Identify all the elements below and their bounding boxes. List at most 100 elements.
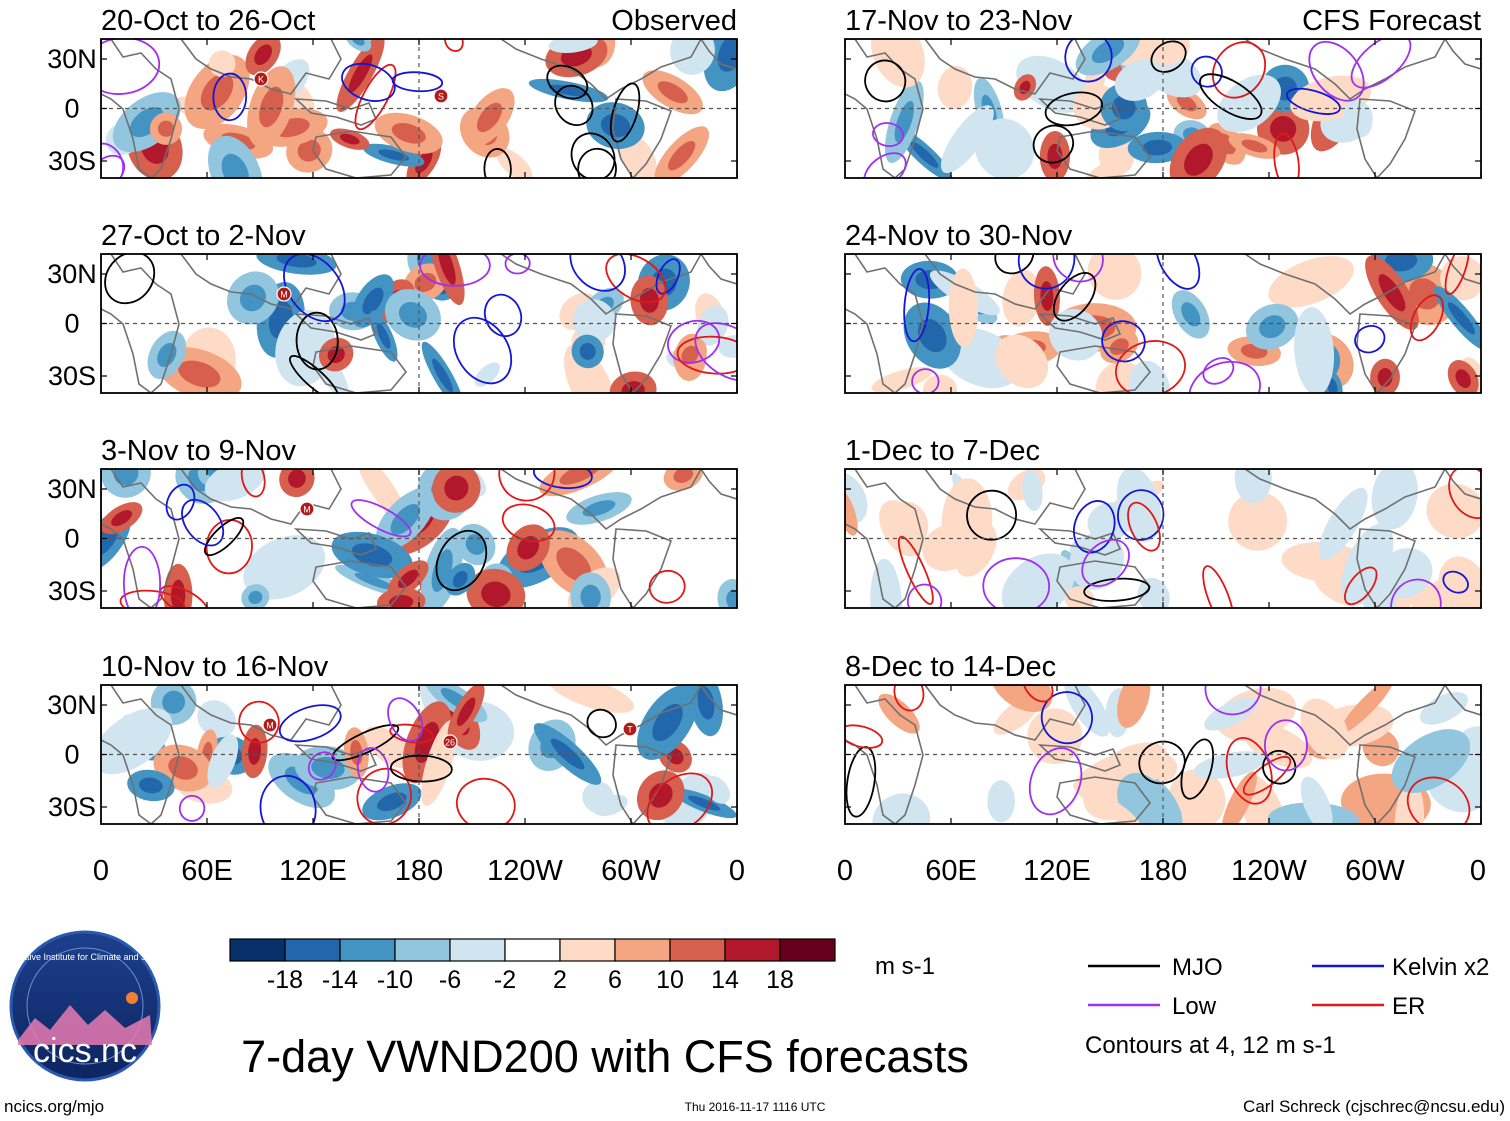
colorbar-swatch	[614, 938, 671, 962]
storm-label: M	[266, 721, 274, 731]
logo-text: cics.nc	[33, 1032, 137, 1070]
colorbar-swatch	[339, 938, 396, 962]
lon-label: 120E	[1023, 855, 1091, 887]
lon-label: 60E	[181, 855, 233, 887]
colorbar-swatch	[284, 938, 341, 962]
panel-title: 1-Dec to 7-Dec	[845, 435, 1040, 467]
column-heading: CFS Forecast	[1302, 5, 1481, 37]
panel-title: 24-Nov to 30-Nov	[845, 220, 1073, 252]
lon-label: 0	[1470, 855, 1486, 887]
lon-axis-left: 0 60E 120E 180 120W 60W 0	[93, 855, 745, 887]
panel-title: 3-Nov to 9-Nov	[101, 435, 297, 467]
panel-title: 27-Oct to 2-Nov	[101, 220, 306, 252]
colorbar-swatch	[779, 938, 836, 962]
colorbar-label: -14	[322, 966, 358, 994]
lat-label: 30N	[47, 259, 97, 289]
storm-marker-icon	[433, 88, 449, 104]
lat-label: 30N	[47, 690, 97, 720]
storm-label: M	[280, 290, 288, 300]
colorbar-swatch	[724, 938, 781, 962]
lon-label: 120W	[487, 855, 563, 887]
lat-label: 0	[64, 309, 79, 339]
logo-ring-text: Cooperative Institute for Climate and Sa…	[0, 952, 178, 962]
logo-mountains	[18, 1005, 152, 1045]
lat-label: 0	[64, 524, 79, 554]
lat-label: 0	[64, 94, 79, 124]
lon-label: 180	[395, 855, 443, 887]
storm-label: T	[627, 725, 633, 735]
legend-label-er: ER	[1392, 993, 1425, 1020]
contour-legend: MJO Kelvin x2 Low ER Contours at 4, 12 m…	[1085, 954, 1489, 1059]
colorbar-label: -18	[267, 966, 303, 994]
lon-label: 180	[1139, 855, 1187, 887]
legend-label-mjo: MJO	[1172, 954, 1223, 981]
logo-inner-ring	[26, 947, 144, 1065]
map-panel: 24-Nov to 30-Nov	[844, 220, 1482, 394]
lat-label: 30S	[48, 792, 96, 822]
colorbar-label: 14	[711, 966, 739, 994]
figure-title: 7-day VWND200 with CFS forecasts	[241, 1031, 969, 1082]
lon-label: 0	[93, 855, 109, 887]
legend-label-kelvin: Kelvin x2	[1392, 954, 1489, 981]
lat-label: 30N	[47, 474, 97, 504]
colorbar-swatch	[559, 938, 616, 962]
colorbar-swatch	[394, 938, 451, 962]
map-panels: K S 20-Oct to 26-Oct Observed 30N 0 30S M 27-Oct…	[47, 5, 1482, 825]
storm-label: S	[438, 92, 444, 102]
map-panel: 8-Dec to 14-Dec	[844, 651, 1482, 825]
panel-title: 10-Nov to 16-Nov	[101, 651, 329, 683]
colorbar-label: -2	[494, 966, 516, 994]
colorbar-label: -6	[439, 966, 461, 994]
panel-title: 17-Nov to 23-Nov	[845, 5, 1073, 37]
lon-label: 0	[837, 855, 853, 887]
lon-label: 60W	[601, 855, 661, 887]
logo-sun	[126, 992, 138, 1004]
units-label: m s-1	[875, 953, 935, 980]
map-panel: K S 20-Oct to 26-Oct Observed 30N 0 30S	[47, 5, 738, 179]
lon-label: 120W	[1231, 855, 1307, 887]
footer-left: ncics.org/mjo	[4, 1097, 104, 1116]
storm-label: K	[258, 75, 264, 85]
map-panel: 1-Dec to 7-Dec	[844, 435, 1482, 609]
lat-label: 30N	[47, 44, 97, 74]
footer-right: Carl Schreck (cjschrec@ncsu.edu)	[1243, 1097, 1505, 1116]
legend-label-low: Low	[1172, 993, 1217, 1020]
colorbar-label: 6	[608, 966, 622, 994]
colorbar-swatch	[504, 938, 561, 962]
storm-marker-icon	[253, 71, 269, 87]
colorbar-swatch	[449, 938, 506, 962]
storm-label: 26	[445, 738, 455, 748]
lat-label: 30S	[48, 576, 96, 606]
panel-title: 8-Dec to 14-Dec	[845, 651, 1056, 683]
colorbar-swatch	[229, 938, 286, 962]
storm-marker-icon	[276, 286, 292, 302]
colorbar-label: 10	[656, 966, 684, 994]
lon-label: 120E	[279, 855, 347, 887]
lon-label: 60W	[1345, 855, 1405, 887]
storm-marker-icon	[442, 734, 458, 750]
lat-label: 30S	[48, 361, 96, 391]
storm-marker-icon	[622, 721, 638, 737]
lat-label: 30S	[48, 146, 96, 176]
map-panel: 17-Nov to 23-Nov CFS Forecast	[844, 5, 1482, 179]
footer-center: Thu 2016-11-17 1116 UTC	[685, 1100, 826, 1114]
lon-label: 0	[729, 855, 745, 887]
storm-label: M	[303, 505, 311, 515]
lon-axis-right: 0 60E 120E 180 120W 60W 0	[837, 855, 1486, 887]
colorbar: -18 -14 -10 -6 -2 2 6 10 14 18	[229, 938, 836, 994]
panel-title: 20-Oct to 26-Oct	[101, 5, 315, 37]
lon-label: 60E	[925, 855, 977, 887]
contour-note: Contours at 4, 12 m s-1	[1085, 1032, 1336, 1059]
lat-label: 0	[64, 740, 79, 770]
colorbar-label: 18	[766, 966, 794, 994]
cics-logo: Cooperative Institute for Climate and Sa…	[0, 930, 178, 1082]
colorbar-swatch	[669, 938, 726, 962]
colorbar-label: -10	[377, 966, 413, 994]
storm-marker-icon	[299, 501, 315, 517]
storm-marker-icon	[262, 717, 278, 733]
column-heading: Observed	[611, 5, 737, 37]
